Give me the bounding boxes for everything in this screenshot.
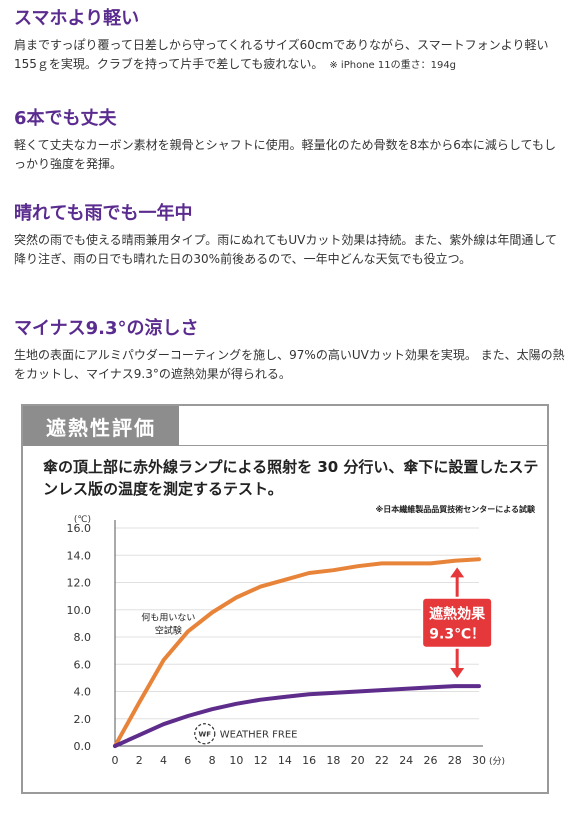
- panel-divider: [179, 445, 547, 446]
- x-tick-label: 8: [209, 754, 216, 767]
- test-description: 傘の頂上部に赤外線ランプによる照射を 30 分行い、傘下に設置したステンレス版の…: [43, 458, 539, 498]
- x-tick-label: 4: [160, 754, 167, 767]
- blank-test-label-line1: 何も用いない: [141, 612, 195, 624]
- section-text: 軽くて丈夫なカーボン素材を親骨とシャフトに使用。軽量化のため骨数を8本から6本に…: [14, 138, 556, 171]
- heat-shield-callout-box: [421, 596, 494, 649]
- series-line-weather-free: [113, 684, 481, 748]
- section-durability: 6本でも丈夫 軽くて丈夫なカーボン素材を親骨とシャフトに使用。軽量化のため骨数を…: [14, 108, 566, 174]
- y-tick-label: 4.0: [74, 686, 92, 699]
- section-text: 生地の表面にアルミパウダーコーティングを施し、97%の高いUVカット効果を実現。…: [14, 348, 565, 381]
- x-tick-label: 22: [375, 754, 389, 767]
- x-unit-label: (分): [489, 756, 505, 767]
- y-tick-label: 6.0: [74, 658, 92, 671]
- weather-free-logo-icon: [194, 723, 216, 745]
- y-tick-label: 2.0: [74, 713, 92, 726]
- section-note: ※ iPhone 11の重さ：194g: [329, 60, 457, 71]
- x-tick-label: 10: [229, 754, 243, 767]
- y-tick-label: 16.0: [67, 522, 92, 535]
- weather-free-logo-mark: WF: [199, 731, 212, 739]
- y-tick-label: 14.0: [67, 549, 92, 562]
- y-tick-label: 8.0: [74, 631, 92, 644]
- temperature-line-chart: 0.02.04.06.08.010.012.014.016.0(℃)0 2 4 6 8 1…: [67, 515, 506, 767]
- section-heading: 晴れても雨でも一年中: [14, 203, 193, 224]
- x-tick-label: 26: [423, 754, 437, 767]
- x-tick-label: 6: [184, 754, 191, 767]
- section-text: 突然の雨でも使える晴雨兼用タイプ。雨にぬれてもUVカット効果は持続。また、紫外線…: [14, 233, 557, 266]
- x-tick-label: 18: [326, 754, 340, 767]
- y-tick-label: 12.0: [67, 577, 92, 590]
- section-heading: マイナス9.3°の涼しさ: [14, 318, 199, 339]
- x-tick-label: 14: [278, 754, 292, 767]
- callout-value: 9.3℃！: [429, 627, 485, 643]
- x-tick-label: 30: [472, 754, 486, 767]
- callout-title: 遮熱効果: [429, 606, 486, 623]
- y-tick-label: 10.0: [67, 604, 92, 617]
- y-unit-label: (℃): [74, 515, 91, 525]
- panel-tab-label: 遮熱性評価: [23, 406, 179, 446]
- series-line-blank-test: [113, 557, 481, 748]
- x-tick-label: 12: [254, 754, 268, 767]
- x-tick-label: 0: [112, 754, 119, 767]
- test-institute-note: ※日本繊維製品品質技術センターによる試験: [375, 505, 535, 514]
- y-tick-label: 0.0: [74, 740, 92, 753]
- difference-arrow-down-icon: [450, 668, 465, 679]
- x-tick-label: 16: [302, 754, 316, 767]
- x-tick-label: 20: [351, 754, 365, 767]
- x-tick-label: 2: [136, 754, 143, 767]
- section-lighter-than-smartphone: スマホより軽い 肩まですっぽり覆って日差しから守ってくれるサイズ60cmでありな…: [14, 8, 566, 75]
- section-all-weather: 晴れても雨でも一年中 突然の雨でも使える晴雨兼用タイプ。雨にぬれてもUVカット効…: [14, 203, 566, 269]
- x-tick-label: 28: [448, 754, 462, 767]
- section-cooling: マイナス9.3°の涼しさ 生地の表面にアルミパウダーコーティングを施し、97%の…: [14, 318, 566, 384]
- difference-arrow-up-icon: [450, 567, 465, 578]
- section-heading: 6本でも丈夫: [14, 108, 117, 129]
- section-text: 肩まですっぽり覆って日差しから守ってくれるサイズ60cmでありながら、スマートフ…: [14, 38, 549, 71]
- blank-test-label-line2: 空試験: [155, 625, 182, 637]
- x-tick-label: 24: [399, 754, 413, 767]
- weather-free-logo-text: WEATHER FREE: [220, 730, 298, 741]
- heat-shield-evaluation-panel: 遮熱性評価 傘の頂上部に赤外線ランプによる照射を 30 分行い、傘下に設置したス…: [21, 404, 549, 794]
- section-heading: スマホより軽い: [14, 8, 140, 29]
